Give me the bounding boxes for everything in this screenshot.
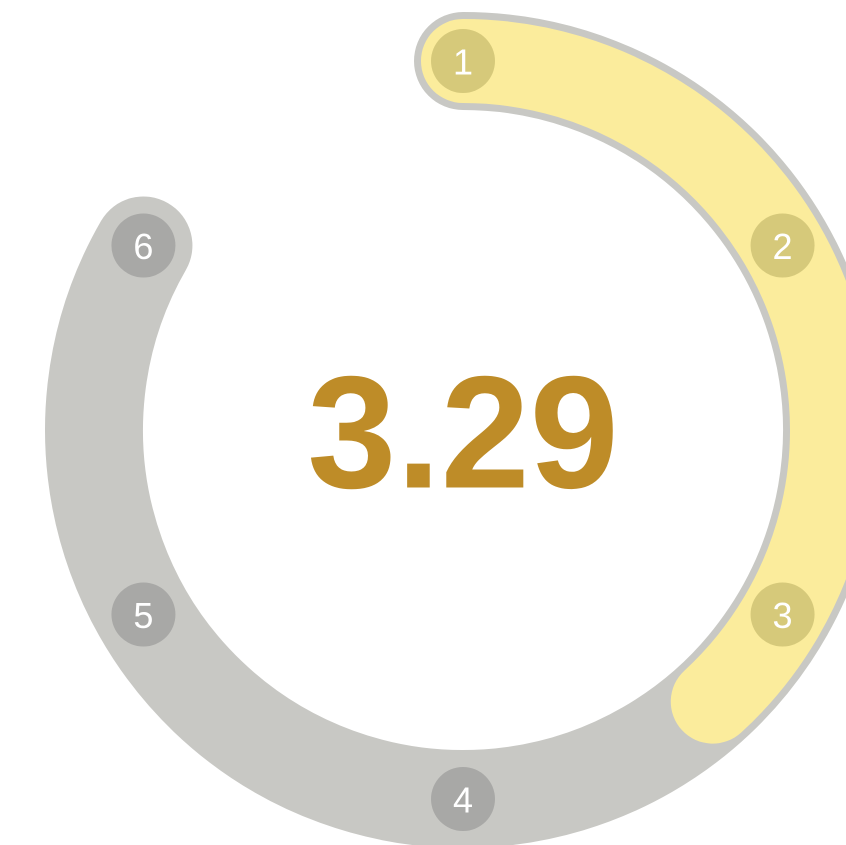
tick-label: 4 [453,780,473,821]
tick-marker [431,767,495,831]
tick-marker [431,29,495,93]
tick-label: 6 [133,226,153,267]
tick-marker [111,582,176,647]
tick-marker [750,213,815,278]
tick-marker [111,213,176,278]
ticks: 1 2 3 4 5 6 [111,29,815,831]
tick-marker [750,582,815,647]
tick-label: 2 [773,226,793,267]
tick-label: 3 [773,595,793,636]
tick-label: 5 [133,595,153,636]
gauge-value: 3.29 [307,343,618,522]
tick-label: 1 [453,42,473,83]
